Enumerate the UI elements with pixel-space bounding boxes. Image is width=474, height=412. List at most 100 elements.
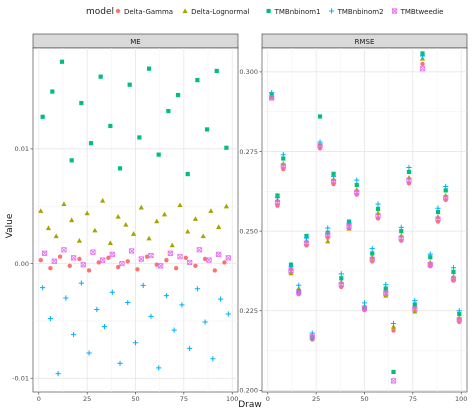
point-rmse-tmbtweedie	[450, 276, 457, 282]
point-rmse-tmbnbinom1	[370, 251, 375, 256]
y-tick-label: 0.01	[15, 145, 29, 153]
point-rmse-tmbtweedie	[303, 240, 310, 246]
point-me-tmbtweedie	[187, 259, 193, 266]
point-me-tmbnbinom1	[50, 89, 55, 94]
y-tick-label: 0.250	[239, 227, 258, 235]
point-me-delta-lognormal	[100, 197, 106, 203]
point-me-delta-gamma	[193, 263, 198, 269]
point-me-tmbtweedie	[148, 252, 154, 259]
panel-me-points	[38, 59, 231, 377]
point-rmse-delta-gamma	[420, 61, 425, 67]
point-me-tmbnbinom2	[148, 313, 154, 319]
point-me-delta-gamma	[135, 267, 140, 272]
point-me-tmbtweedie	[42, 250, 48, 256]
point-me-delta-lognormal	[223, 203, 229, 209]
point-me-delta-gamma	[57, 254, 63, 259]
point-me-tmbnbinom2	[156, 365, 162, 371]
y-tick-label: 0.300	[239, 68, 258, 76]
point-me-delta-gamma	[173, 265, 179, 271]
point-me-tmbnbinom2	[47, 316, 54, 322]
point-rmse-tmbnbinom1	[296, 288, 301, 294]
point-rmse-tmbtweedie	[390, 378, 397, 384]
legend: model Delta-Gamma Delta-Lognormal TMBnbino…	[86, 7, 444, 17]
point-me-tmbtweedie	[167, 250, 173, 256]
point-rmse-tmbtweedie	[419, 66, 426, 72]
x-tick-label: 50	[360, 395, 368, 403]
point-me-tmbtweedie	[158, 263, 164, 269]
point-rmse-tmbnbinom2	[338, 271, 344, 277]
point-me-tmbtweedie	[90, 249, 96, 255]
point-me-tmbtweedie	[216, 251, 222, 257]
panel-me-grid	[33, 48, 238, 392]
y-tick-label: 0.200	[239, 387, 258, 395]
point-rmse-tmbnbinom2	[383, 282, 389, 288]
legend-label-delta-gamma: Delta-Gamma	[124, 8, 173, 16]
point-me-tmbtweedie	[51, 258, 57, 264]
point-me-delta-lognormal	[76, 238, 83, 243]
point-me-tmbnbinom1	[224, 145, 229, 150]
point-me-tmbnbinom1	[146, 66, 152, 71]
point-rmse-delta-lognormal	[325, 238, 331, 244]
point-me-delta-gamma	[48, 265, 53, 271]
x-tick-label: 75	[180, 395, 188, 403]
point-rmse-tmbnbinom2	[435, 205, 441, 211]
point-rmse-tmbnbinom1	[362, 305, 367, 310]
point-rmse-tmbnbinom1	[317, 114, 323, 119]
y-tick-label: 0.275	[239, 148, 258, 156]
x-tick-label: 75	[409, 395, 417, 403]
y-tick-label: 0.225	[239, 307, 258, 315]
point-me-delta-gamma	[86, 268, 92, 273]
point-rmse-tmbnbinom2	[427, 251, 433, 257]
point-rmse-tmbnbinom1	[443, 188, 448, 193]
point-me-tmbtweedie	[196, 247, 202, 253]
point-rmse-tmbtweedie	[412, 306, 418, 312]
point-me-tmbnbinom2	[55, 371, 61, 377]
point-rmse-tmbtweedie	[456, 317, 462, 323]
point-me-delta-lognormal	[92, 227, 98, 233]
point-me-tmbnbinom1	[214, 68, 219, 74]
point-me-tmbnbinom2	[217, 296, 224, 302]
point-me-tmbnbinom1	[117, 166, 123, 171]
point-rmse-tmbtweedie	[427, 261, 433, 268]
point-me-delta-gamma	[164, 257, 169, 263]
point-rmse-tmbnbinom1	[457, 311, 462, 317]
point-rmse-tmbtweedie	[309, 334, 315, 340]
point-me-tmbnbinom1	[88, 141, 94, 146]
point-rmse-tmbnbinom1	[339, 276, 344, 281]
point-me-tmbnbinom1	[108, 123, 113, 129]
panel-rmse-strip-label: RMSE	[355, 38, 375, 46]
panel-rmse-grid	[262, 48, 467, 392]
point-rmse-tmbnbinom1	[281, 156, 286, 161]
point-me-tmbnbinom2	[86, 350, 92, 356]
point-me-tmbnbinom2	[194, 286, 200, 292]
point-me-tmbnbinom2	[78, 280, 84, 286]
point-rmse-tmbnbinom2	[450, 265, 457, 271]
point-me-tmbtweedie	[100, 257, 106, 263]
point-me-delta-gamma	[96, 260, 101, 265]
point-me-tmbtweedie	[177, 254, 183, 260]
point-rmse-tmbnbinom2	[361, 300, 368, 306]
point-rmse-tmbtweedie	[288, 268, 294, 274]
point-rmse-tmbtweedie	[369, 256, 375, 262]
point-me-delta-lognormal	[115, 213, 121, 219]
point-me-delta-lognormal	[84, 210, 90, 216]
point-rmse-tmbnbinom2	[274, 195, 281, 201]
point-rmse-tmbtweedie	[325, 232, 331, 238]
point-rmse-tmbnbinom2	[303, 235, 310, 241]
point-rmse-tmbnbinom1	[383, 286, 388, 291]
point-rmse-tmbnbinom1	[412, 302, 417, 307]
point-rmse-tmbnbinom2	[325, 225, 331, 231]
point-me-tmbnbinom2	[187, 345, 193, 352]
point-rmse-tmbnbinom1	[399, 229, 404, 234]
x-axis-title: Draw	[238, 400, 262, 410]
x-tick-label: 25	[83, 395, 91, 403]
point-me-delta-lognormal	[69, 217, 75, 223]
point-rmse-tmbnbinom1	[391, 369, 396, 375]
point-me-tmbnbinom2	[101, 324, 108, 330]
legend-key-tmbnbinom1	[266, 8, 271, 14]
point-rmse-tmbnbinom2	[330, 173, 337, 179]
point-me-tmbnbinom2	[202, 319, 208, 325]
y-axis-title: Value	[5, 213, 15, 238]
point-rmse-tmbnbinom2	[419, 53, 426, 59]
point-me-tmbnbinom2	[179, 302, 185, 308]
